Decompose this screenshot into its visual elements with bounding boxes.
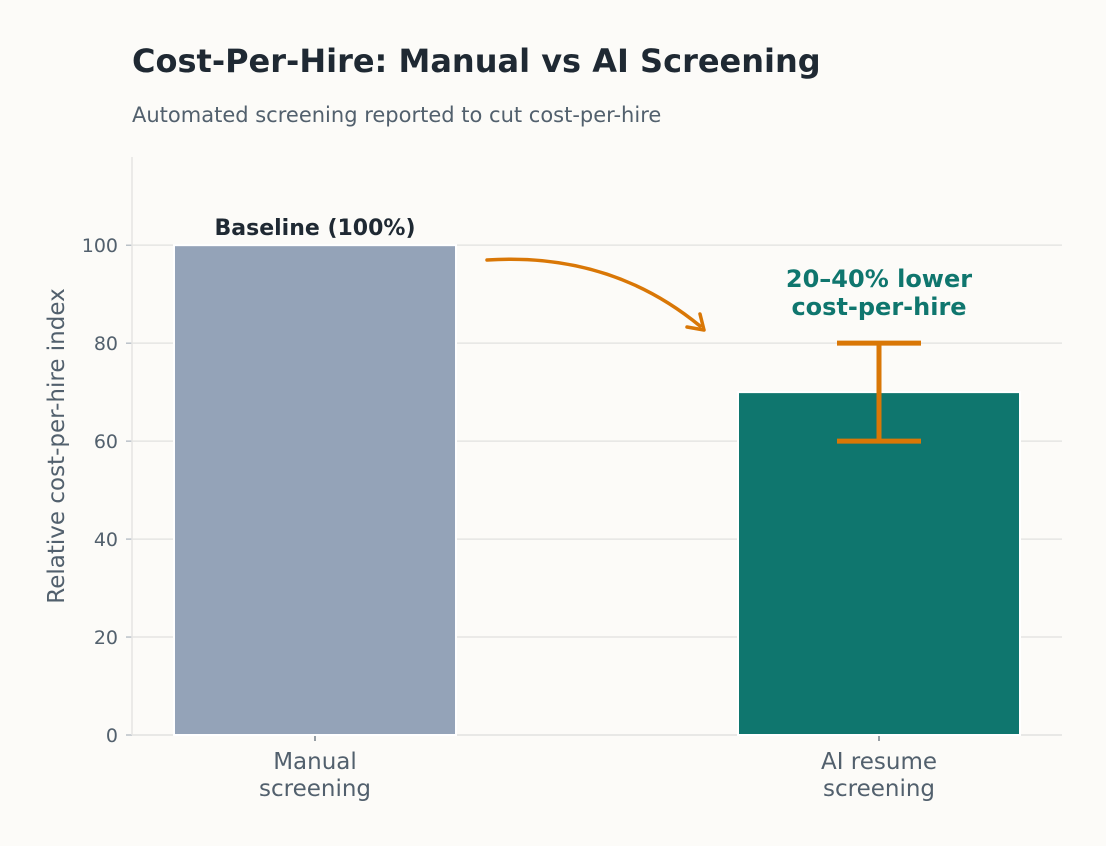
y-tick-label: 20 — [94, 627, 118, 649]
y-tick-label: 100 — [82, 235, 118, 257]
bar-value-label: Baseline (100%) — [214, 216, 415, 241]
y-tick-label: 60 — [94, 431, 118, 453]
annotation-text: cost-per-hire — [791, 293, 966, 321]
chart-title: Cost-Per-Hire: Manual vs AI Screening — [132, 42, 821, 80]
arrow-head — [685, 312, 706, 332]
y-tick-label: 80 — [94, 333, 118, 355]
annotation-text: 20–40% lower — [786, 265, 972, 293]
bar — [173, 244, 457, 736]
y-tick-label: 40 — [94, 529, 118, 551]
arrow-curve — [485, 257, 702, 328]
x-tick-label: screening — [823, 776, 935, 802]
x-tick-label: AI resume — [821, 749, 937, 775]
x-tick-label: screening — [259, 776, 371, 802]
bar — [737, 391, 1021, 736]
bars: Baseline (100%) — [173, 216, 1021, 736]
x-tick-label: Manual — [273, 749, 357, 775]
chart-subtitle: Automated screening reported to cut cost… — [132, 103, 661, 127]
y-tick-label: 0 — [106, 725, 118, 747]
y-axis-title: Relative cost-per-hire index — [44, 288, 70, 603]
